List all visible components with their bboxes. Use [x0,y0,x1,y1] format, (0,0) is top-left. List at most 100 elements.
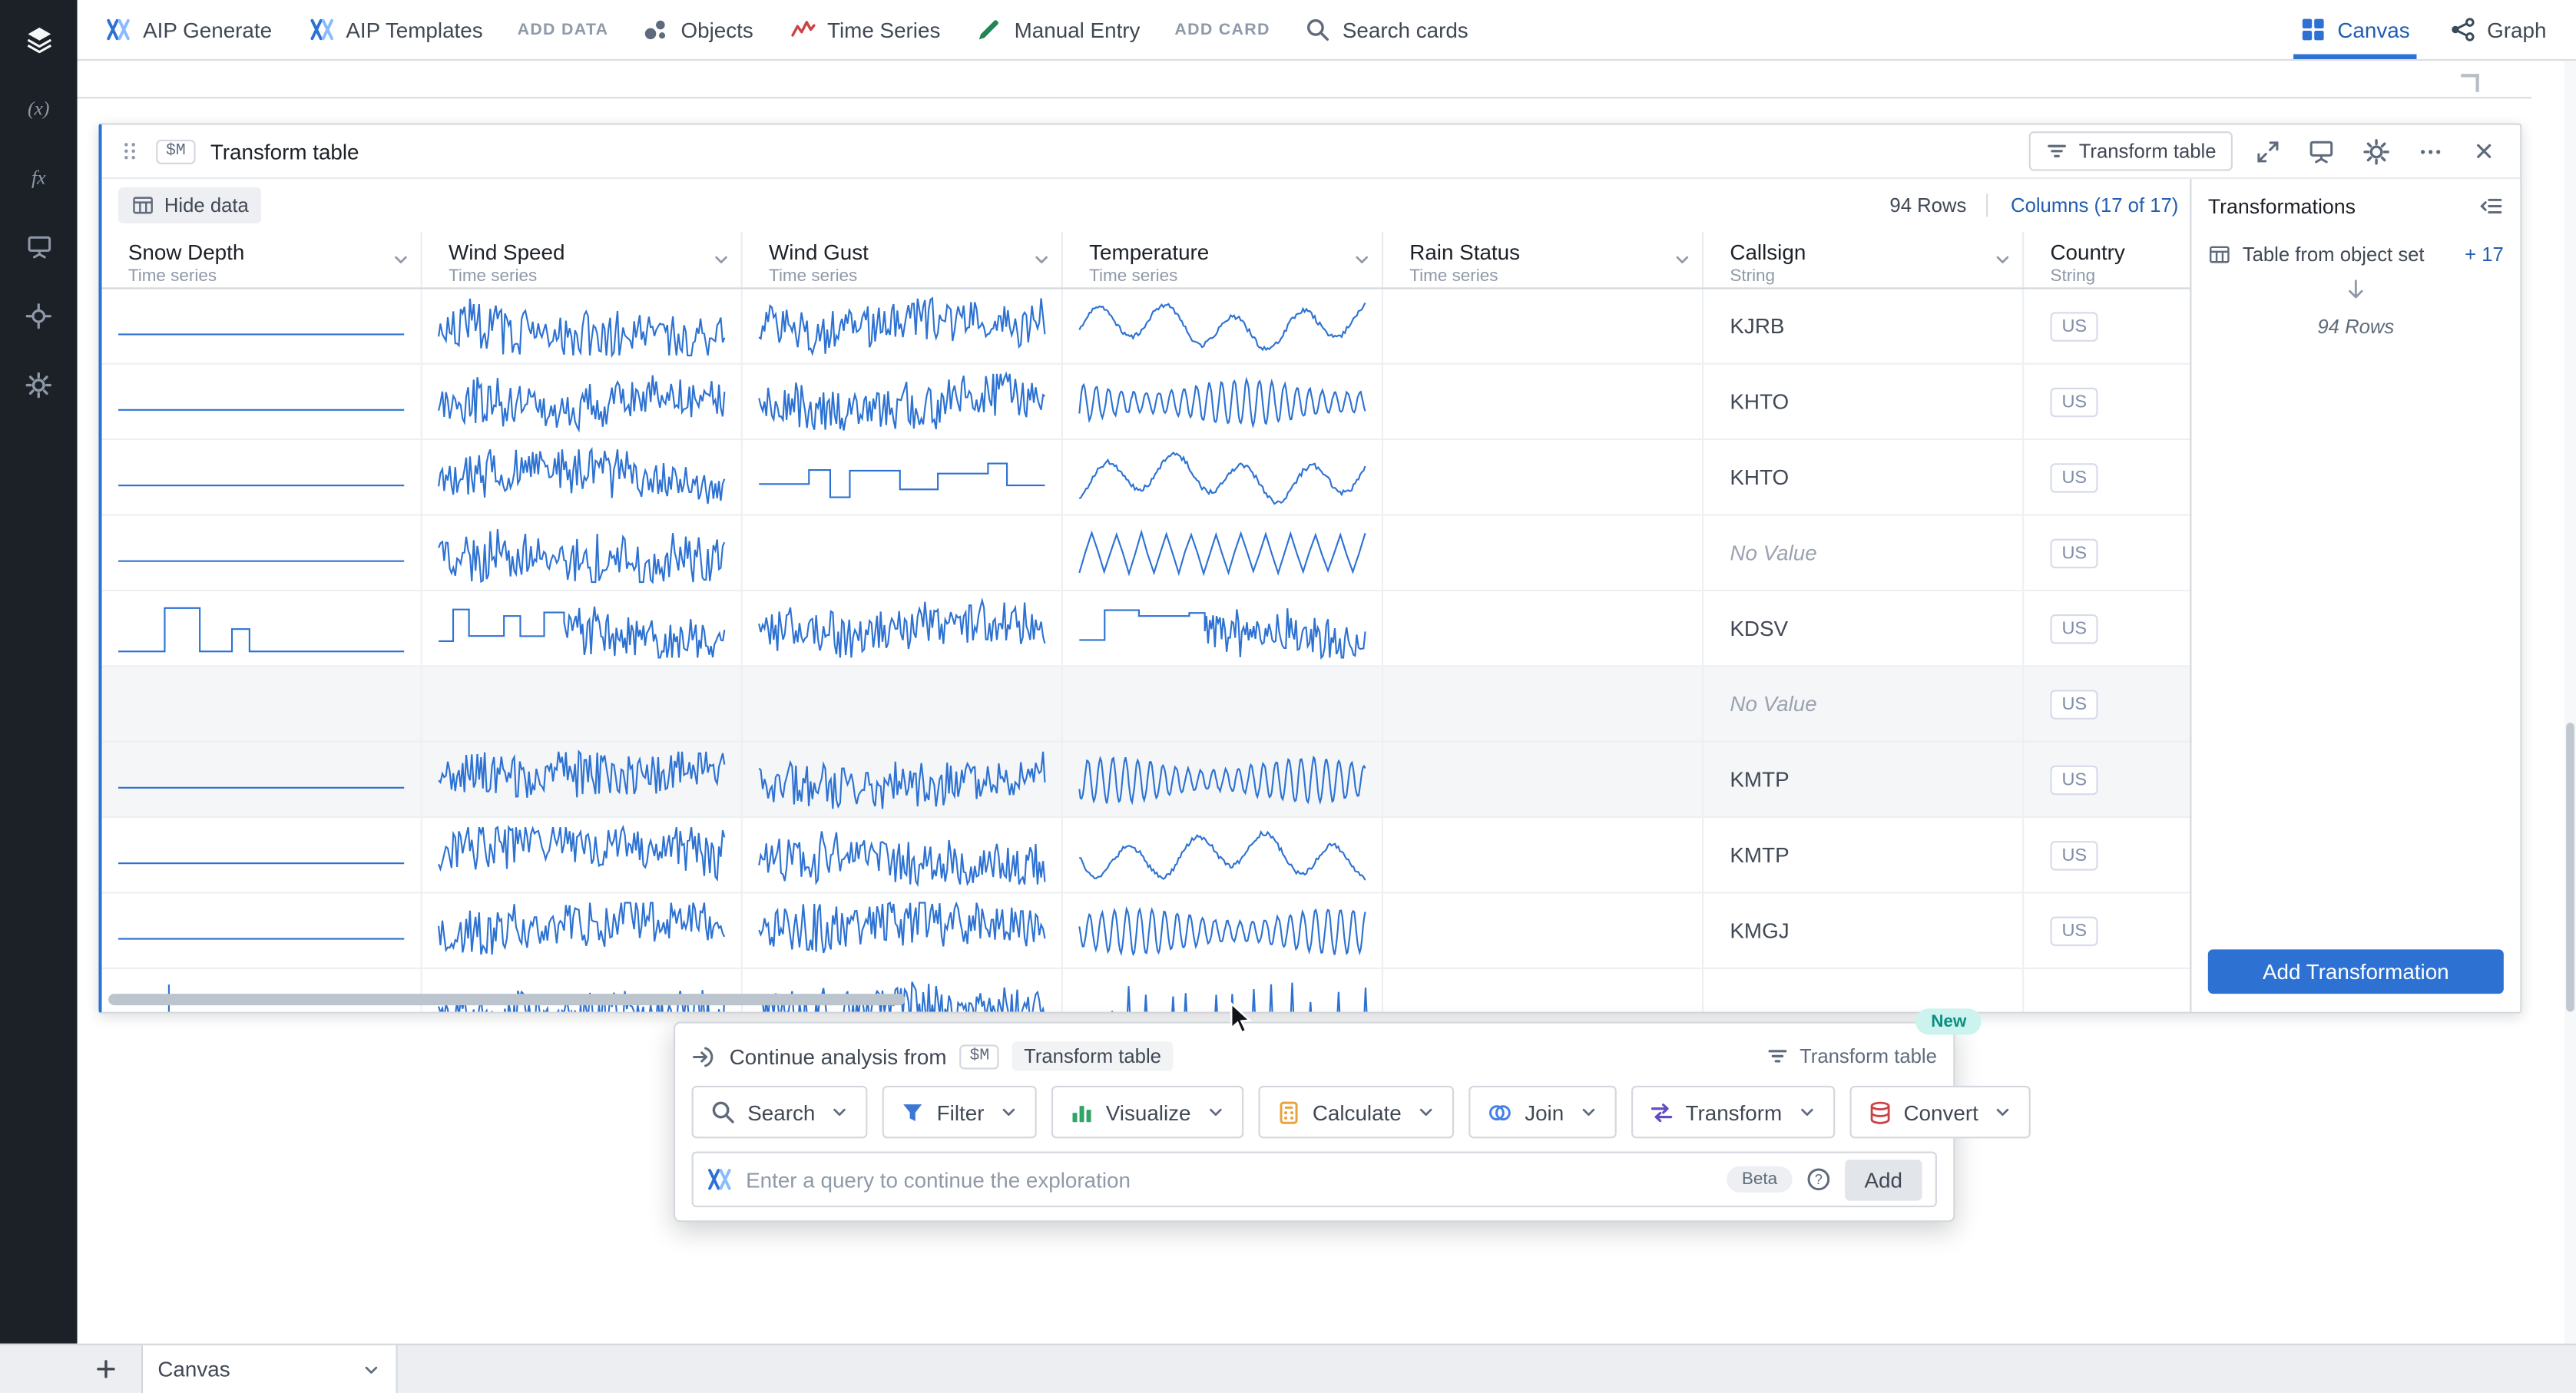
table-row[interactable]: No Value US [101,667,2195,743]
source-card-link[interactable]: Transform table [1766,1044,1937,1067]
add-transformation-button[interactable]: Add Transformation [2207,949,2504,994]
sparkline [118,333,405,335]
action-filter-button[interactable]: Filter [882,1085,1037,1139]
drag-handle-icon[interactable] [118,138,141,164]
join-icon [1487,1100,1513,1124]
add-time-series-button[interactable]: Time Series [771,0,959,59]
transform-table-card[interactable]: $M Transform table Transform table Hide … [98,123,2522,1014]
columns-link[interactable]: Columns (17 of 17) [2011,194,2179,217]
sparkline-cell [422,515,743,590]
sparkline [758,370,1046,430]
canvas-page-tab[interactable]: Canvas [141,1344,398,1393]
column-header-country[interactable]: Country String [2024,232,2194,288]
presentation-icon[interactable] [12,220,65,273]
country-cell: US [2024,440,2194,514]
tab-canvas[interactable]: Canvas [2280,0,2429,60]
action-visualize-button[interactable]: Visualize [1051,1085,1243,1139]
sparkline [438,528,726,584]
transformation-step[interactable]: Table from object set + 17 [2191,228,2520,273]
callsign-value: KMTP [1730,842,1790,868]
functions-icon[interactable]: fx [31,164,46,188]
transform-table-button[interactable]: Transform table [2029,131,2233,171]
query-input[interactable] [746,1166,1714,1192]
table-row[interactable]: No Value US [101,515,2195,592]
sort-chevron-icon[interactable] [1352,250,1372,270]
table-row[interactable]: KDSV US [101,591,2195,667]
sort-chevron-icon[interactable] [391,250,411,270]
callsign-cell: No Value [1704,667,2025,741]
filter-icon [901,1100,925,1124]
add-objects-button[interactable]: Objects [625,0,772,59]
search-cards-button[interactable]: Search cards [1286,0,1486,59]
action-convert-button[interactable]: Convert [1849,1085,2031,1139]
add-query-button[interactable]: Add [1844,1159,1922,1200]
vertical-scrollbar-track[interactable] [2564,61,2576,1344]
table-row[interactable]: KMGJ US [101,893,2195,970]
source-variable-badge: $M [959,1044,1000,1069]
chevron-down-icon [830,1102,850,1122]
add-canvas-button[interactable] [85,1349,124,1388]
table-row[interactable]: KHTO US [101,364,2195,441]
sparkline-cell [102,289,422,363]
help-icon[interactable]: ? [1805,1166,1831,1193]
sparkline-cell [743,440,1063,515]
sparkline [758,296,1046,356]
sparkline-cell [422,364,743,439]
chart-icon [1070,1100,1094,1124]
add-data-label: ADD DATA [517,20,609,39]
column-header-rain-status[interactable]: Rain Status Time series [1383,231,1704,288]
table-row[interactable]: KMTP US [101,818,2195,894]
collapse-panel-icon[interactable] [2479,194,2504,218]
maximize-button[interactable] [2247,131,2286,170]
sort-chevron-icon[interactable] [1031,250,1051,270]
tab-graph[interactable]: Graph [2429,0,2566,59]
country-tag: US [2050,689,2099,719]
column-header-snow-depth[interactable]: Snow Depth Time series [102,231,422,288]
sparkline [118,559,405,561]
sparkline [758,830,1046,886]
close-card-button[interactable] [2465,131,2504,170]
column-header-callsign[interactable]: Callsign String [1704,231,2025,288]
sparkline-cell [422,667,743,741]
target-icon[interactable] [12,289,65,341]
present-button[interactable] [2302,131,2341,170]
time-series-icon [790,16,816,42]
sparkline-cell [102,742,422,817]
more-options-button[interactable] [2410,131,2449,170]
table-row[interactable]: KMTP US [101,742,2195,819]
sparkline-cell [743,591,1063,666]
column-header-temperature[interactable]: Temperature Time series [1063,231,1384,288]
search-icon [710,1099,736,1125]
variables-icon[interactable]: (x) [27,96,50,120]
vertical-scrollbar-thumb[interactable] [2566,723,2574,1012]
horizontal-scrollbar[interactable] [108,994,906,1006]
table-row[interactable]: KJRB US [101,289,2195,365]
sparkline-cell [1383,515,1704,590]
aip-generate-button[interactable]: AIP Generate [87,0,290,59]
action-calculate-button[interactable]: Calculate [1258,1085,1455,1139]
action-join-button[interactable]: Join [1468,1085,1617,1139]
action-transform-button[interactable]: Transform [1631,1085,1835,1139]
settings-icon[interactable] [12,358,65,410]
callsign-value: KMTP [1730,766,1790,792]
card-settings-button[interactable] [2356,131,2395,170]
sparkline-cell [1383,893,1704,968]
table-row[interactable]: KHTO US [101,440,2195,516]
sparkline [438,297,726,358]
sort-chevron-icon[interactable] [1673,250,1693,270]
column-header-wind-gust[interactable]: Wind Gust Time series [743,231,1063,288]
layers-icon[interactable] [12,13,65,65]
aip-templates-button[interactable]: AIP Templates [290,0,502,59]
sort-chevron-icon[interactable] [1993,250,2013,270]
sort-chevron-icon[interactable] [711,250,731,270]
query-input-row: Beta ? Add [691,1151,1937,1208]
manual-entry-button[interactable]: Manual Entry [959,0,1158,59]
table-header-row: Snow Depth Time series Wind Speed Time s… [101,231,2195,290]
action-search-button[interactable]: Search [691,1085,868,1139]
aip-logo-icon [105,16,131,42]
calculator-icon [1276,1100,1301,1124]
column-header-wind-speed[interactable]: Wind Speed Time series [422,231,743,288]
hide-data-button[interactable]: Hide data [118,187,262,223]
table-row[interactable] [101,969,2195,1012]
